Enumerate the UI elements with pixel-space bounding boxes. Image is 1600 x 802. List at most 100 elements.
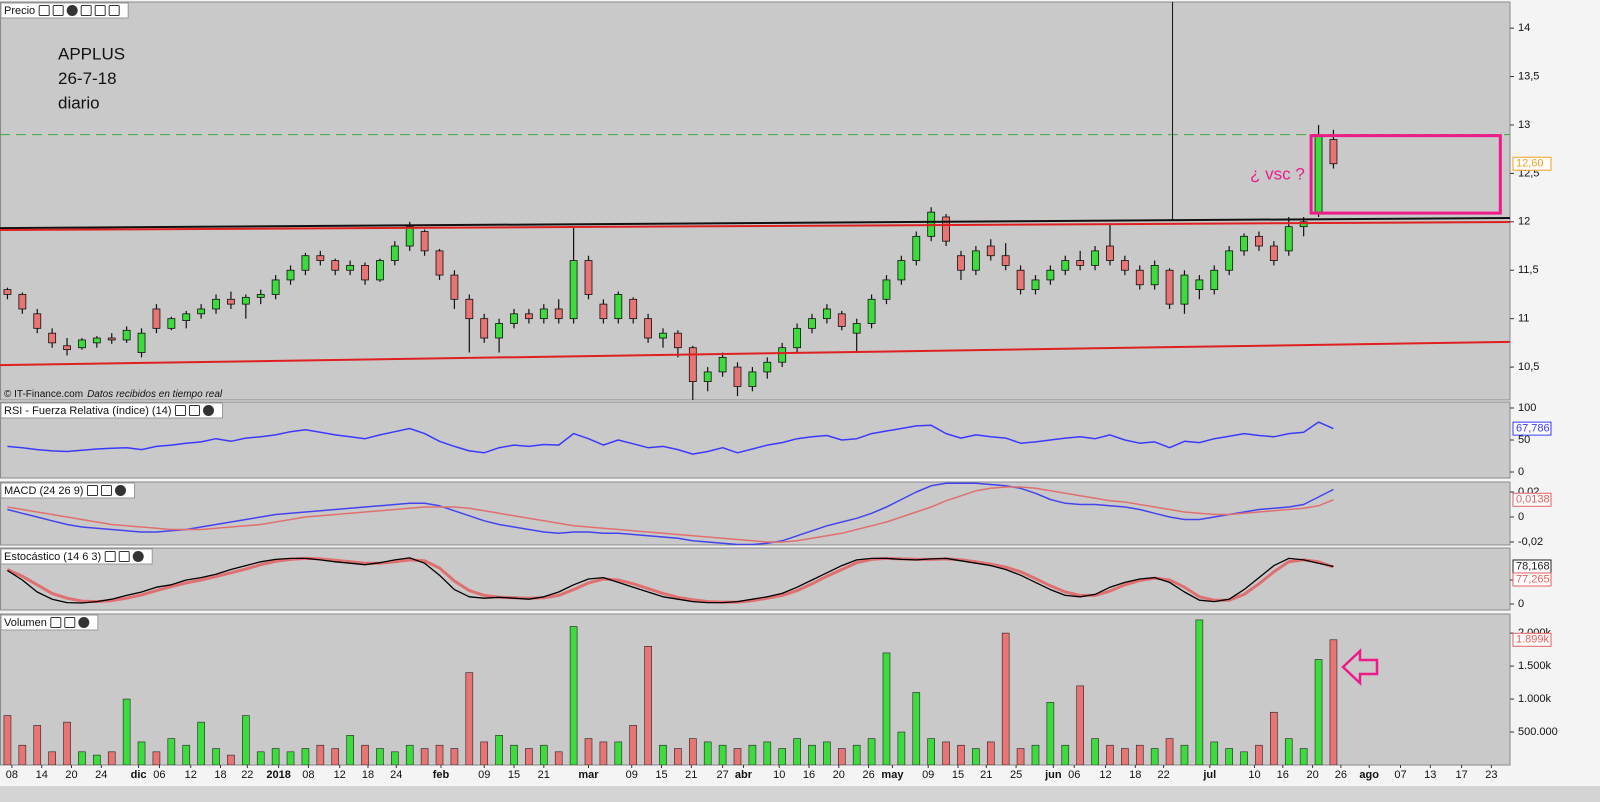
candle-body (182, 313, 191, 321)
volume-bar (1255, 744, 1263, 765)
candle-body (256, 294, 265, 298)
volume-bar (644, 646, 652, 765)
x-tick-label: 09 (478, 769, 490, 781)
header-icon (108, 5, 120, 16)
candle-body (971, 250, 980, 271)
x-tick-label: 2018 (266, 769, 290, 781)
volume-bar (852, 744, 861, 765)
x-tick-label: 20 (1306, 769, 1318, 781)
volume-bar (614, 741, 623, 765)
volume-bar (1106, 744, 1114, 765)
x-tick-label: 15 (508, 769, 520, 781)
source-note: Datos recibidos en tiempo real (87, 389, 223, 400)
volume-bar (242, 715, 250, 765)
volume-bar (93, 754, 101, 765)
x-tick-label: 20 (65, 769, 77, 781)
candle-body (808, 318, 816, 329)
candle-body (107, 337, 116, 341)
volume-bar (286, 751, 295, 765)
volume-bar (540, 744, 548, 765)
candle-body (852, 323, 861, 334)
x-tick-label: 12 (1099, 769, 1111, 781)
y-tick-label: 50 (1518, 434, 1530, 446)
annotation: diario (58, 93, 100, 112)
volume-bar (78, 751, 86, 765)
panel-title: Estocástico (14 6 3) (4, 551, 101, 563)
last-value-label: 1.899k (1516, 634, 1550, 646)
volume-bar (1001, 632, 1010, 765)
x-tick-label: 18 (1129, 769, 1141, 781)
candle-body (435, 250, 444, 276)
panel-background (0, 481, 1511, 546)
x-tick-label: 23 (1485, 769, 1497, 781)
y-tick-label: 1.500k (1518, 660, 1552, 672)
candle-body (539, 308, 548, 320)
panel-title: Volumen (4, 617, 47, 629)
volume-bar (569, 626, 578, 765)
candle-body (227, 298, 235, 305)
y-tick-label: 11,5 (1518, 264, 1539, 276)
panel (6, 556, 1334, 604)
panel-title: Precio (4, 5, 35, 17)
volume-bar (986, 741, 995, 765)
candle-body (1210, 269, 1219, 291)
candle-body (122, 329, 131, 341)
annotation: ¿ vsc ? (1250, 164, 1305, 183)
header-icon (86, 485, 98, 496)
volume-bar (405, 744, 414, 765)
volume-bar (1240, 751, 1248, 765)
x-tick-label: 06 (1068, 769, 1080, 781)
x-tick-label: 22 (1157, 769, 1169, 781)
panel-title: MACD (24 26 9) (4, 485, 83, 497)
candle-body (912, 235, 921, 261)
volume-bar (167, 738, 176, 765)
header-icon (64, 617, 76, 628)
volume-bar (465, 672, 474, 765)
annotation: 26-7-18 (58, 69, 117, 88)
volume-bar (420, 748, 429, 765)
last-value-box (1512, 632, 1552, 647)
candle-body (1269, 245, 1278, 261)
x-tick-label: 16 (803, 769, 815, 781)
volume-bar (823, 741, 831, 765)
volume-bar (912, 692, 921, 765)
volume-bar (1210, 741, 1219, 765)
candle-body (614, 294, 623, 320)
candle-body (1284, 226, 1293, 252)
header-icon (50, 617, 62, 628)
header-icon (203, 405, 214, 416)
y-tick-label: 1.000k (1518, 693, 1552, 705)
x-tick-label: 26 (1335, 769, 1347, 781)
x-tick-label: ago (1359, 769, 1379, 781)
volume-bar (1150, 748, 1159, 765)
x-tick-label: dic (131, 769, 147, 781)
volume-bar (435, 744, 444, 765)
volume-bar (629, 725, 638, 765)
x-tick-label: feb (433, 769, 450, 781)
volume-bar (271, 748, 280, 765)
candle-body (212, 298, 220, 310)
volume-bar (808, 744, 816, 765)
volume-bar (554, 751, 563, 765)
series-line (7, 557, 1334, 604)
candle-body (1031, 279, 1040, 291)
volume-bar (1195, 619, 1204, 765)
x-tick-label: 16 (1277, 769, 1289, 781)
candle-body (1016, 269, 1025, 291)
volume-bar (1180, 744, 1189, 765)
candle-body (1076, 260, 1085, 266)
x-tick-label: 10 (1248, 769, 1260, 781)
candle-body (48, 332, 57, 344)
candle-body (882, 279, 891, 300)
volume-bar (748, 744, 757, 765)
volume-bar (316, 744, 325, 765)
volume-bar (882, 652, 891, 765)
volume-bar (1270, 711, 1278, 765)
last-value-label: 78,168 (1516, 560, 1550, 572)
candle-body (1046, 269, 1055, 281)
volume-bar (3, 715, 12, 765)
x-tick-label: 09 (922, 769, 934, 781)
volume-bar (137, 741, 146, 765)
candle-body (78, 339, 86, 349)
